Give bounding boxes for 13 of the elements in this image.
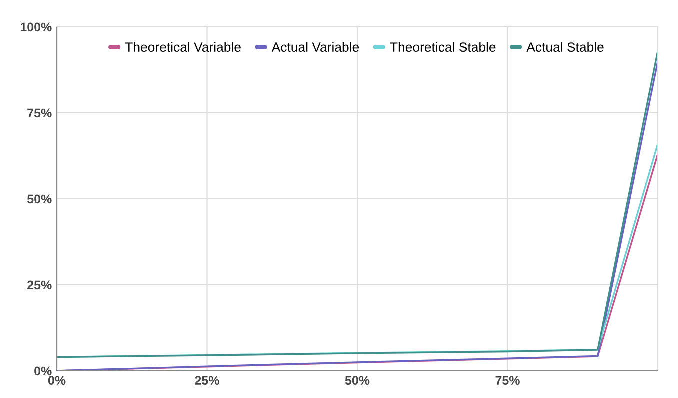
legend-label: Actual Variable	[272, 42, 360, 52]
legend-label: Actual Stable	[526, 42, 604, 52]
x-tick-label: 50%	[345, 376, 370, 386]
y-tick-label: 75%	[28, 108, 52, 118]
x-tick-label: 75%	[496, 376, 520, 386]
y-tick-label: 50%	[28, 194, 52, 204]
legend-label: Theoretical Stable	[390, 42, 496, 52]
y-tick-label: 0%	[34, 366, 52, 376]
x-tick-label: 25%	[195, 376, 220, 386]
y-tick-label: 100%	[20, 22, 52, 32]
x-tick-label: 0%	[48, 376, 66, 386]
y-tick-label: 25%	[28, 280, 52, 290]
legend-label: Theoretical Variable	[125, 42, 241, 52]
